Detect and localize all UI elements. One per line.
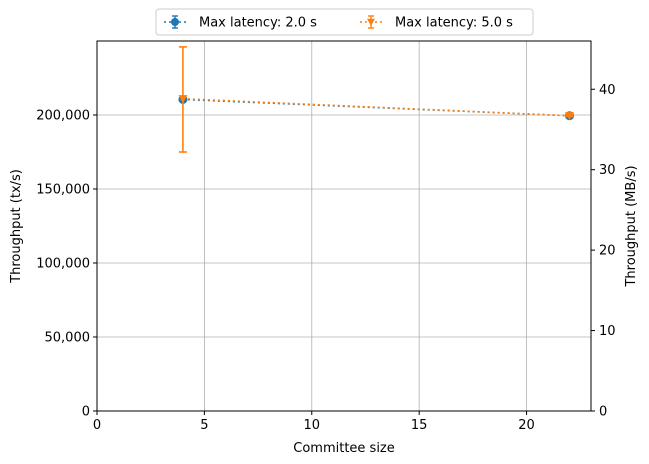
y-tick-label: 0 <box>82 405 90 420</box>
y-right-tick-label: 0 <box>599 405 607 420</box>
legend-label: Max latency: 5.0 s <box>395 16 513 31</box>
y-axis-right-ticks: 0 10 20 30 40 <box>591 83 616 420</box>
legend-item-1: Max latency: 2.0 s <box>164 15 317 31</box>
y-tick-label: 200,000 <box>36 109 90 124</box>
series-line <box>182 97 570 117</box>
series-1 <box>178 94 575 121</box>
y-right-tick-label: 10 <box>599 324 616 339</box>
grid-lines <box>96 41 591 412</box>
legend-item-2: Max latency: 5.0 s <box>360 15 513 31</box>
y-axis-label: Throughput (tx/s) <box>9 169 24 284</box>
data-point <box>565 112 575 121</box>
x-tick-label: 15 <box>411 418 428 433</box>
series-line <box>182 98 570 117</box>
x-axis-ticks: 0 5 10 15 20 <box>93 411 535 433</box>
y-axis-left-ticks: 0 50,000 100,000 150,000 200,000 <box>36 109 97 420</box>
data-point <box>178 95 188 104</box>
series-layer <box>178 46 575 153</box>
y-right-tick-label: 20 <box>599 244 616 259</box>
x-tick-label: 0 <box>93 418 101 433</box>
x-axis-label: Committee size <box>293 441 395 456</box>
y-tick-label: 100,000 <box>36 257 90 272</box>
x-tick-label: 10 <box>304 418 321 433</box>
x-tick-label: 5 <box>200 418 208 433</box>
y-tick-label: 50,000 <box>45 331 91 346</box>
y-right-tick-label: 40 <box>599 83 616 98</box>
y-axis-right-label: Throughput (MB/s) <box>624 165 639 287</box>
series-2 <box>178 46 575 153</box>
legend: Max latency: 2.0 s Max latency: 5.0 s <box>155 8 534 36</box>
y-tick-label: 150,000 <box>36 183 90 198</box>
y-right-tick-label: 30 <box>599 163 616 178</box>
legend-box <box>155 8 534 36</box>
legend-label: Max latency: 2.0 s <box>199 16 317 31</box>
plot-area-frame <box>96 40 592 412</box>
legend-marker <box>367 18 375 26</box>
x-tick-label: 20 <box>518 418 535 433</box>
legend-marker <box>171 18 179 26</box>
